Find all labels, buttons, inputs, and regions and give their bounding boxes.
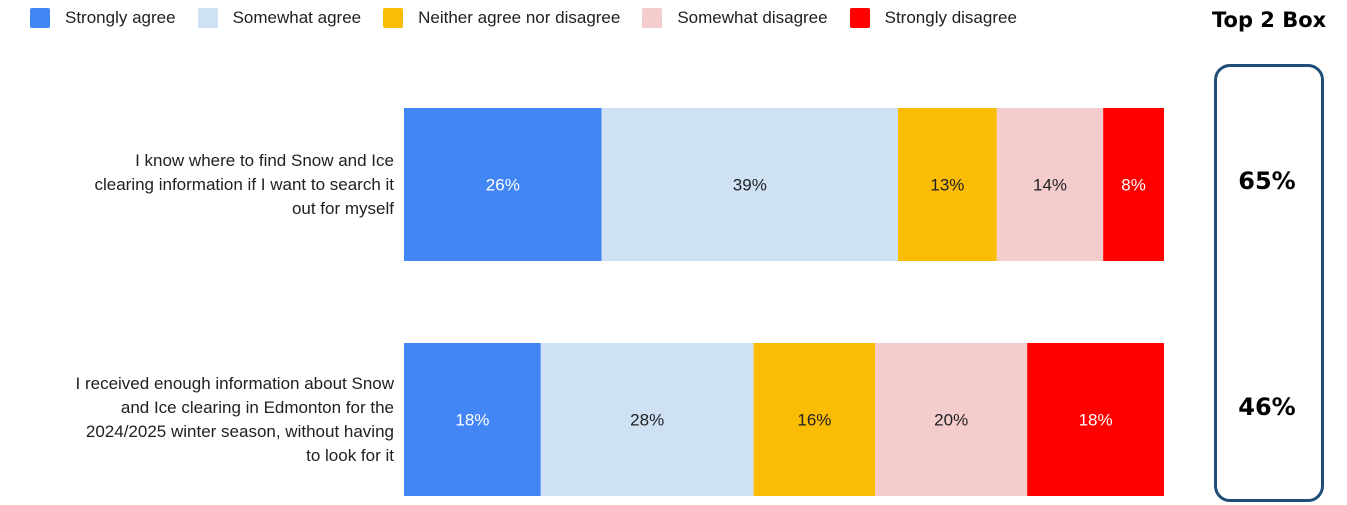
top2-box: 65% 46%	[1214, 64, 1324, 502]
legend-swatch	[849, 8, 870, 28]
legend-label: Somewhat disagree	[677, 8, 828, 27]
legend-label: Neither agree nor disagree	[418, 8, 621, 27]
legend-swatch	[197, 8, 218, 28]
top2-title: Top 2 Box	[1212, 8, 1327, 32]
category-label-line: I know where to find Snow and Ice	[135, 150, 394, 170]
bar-segment	[404, 343, 541, 496]
bar-segment	[753, 343, 876, 496]
legend-swatch	[383, 8, 404, 28]
bar-data-label: 28%	[630, 411, 664, 430]
category-label: I received enough information about Snow…	[76, 372, 394, 468]
legend-item: Strongly agree	[30, 8, 176, 28]
legend-item: Somewhat disagree	[642, 8, 828, 28]
bar-segment	[540, 343, 754, 496]
legend-item: Neither agree nor disagree	[383, 8, 620, 28]
legend-item: Somewhat agree	[197, 8, 362, 28]
legend-label: Strongly agree	[65, 8, 176, 27]
category-label-line: and Ice clearing in Edmonton for the	[120, 397, 394, 417]
bar-data-label: 39%	[733, 176, 767, 195]
bar-data-label: 20%	[934, 411, 968, 430]
bar-segment	[898, 108, 997, 261]
bar-data-label: 13%	[930, 176, 964, 195]
bar-data-label: 8%	[1121, 176, 1146, 195]
category-label-line: 2024/2025 winter season, without having	[85, 421, 394, 441]
legend-label: Somewhat agree	[232, 8, 362, 27]
bar-segment	[1103, 108, 1164, 261]
bar-data-label: 18%	[455, 411, 489, 430]
bar-segment	[875, 343, 1028, 496]
category-label: I know where to find Snow and Ice clearin…	[94, 149, 394, 221]
bar-segment	[1027, 343, 1164, 496]
bar-data-label: 16%	[797, 411, 831, 430]
legend-swatch	[642, 8, 663, 28]
legend-item: Strongly disagree	[849, 8, 1017, 28]
category-label-line: I received enough information about Snow	[75, 373, 394, 393]
legend-swatch	[30, 8, 50, 28]
bar-segment	[996, 108, 1104, 261]
category-label-line: clearing information if I want to search…	[94, 174, 394, 194]
bar-data-label: 26%	[486, 176, 520, 195]
top2-value-1: 65%	[1238, 167, 1296, 195]
legend-label: Strongly disagree	[884, 8, 1017, 27]
category-label-line: out for myself	[291, 198, 394, 218]
chart-legend: Strongly agree Somewhat agree Neither agre…	[30, 7, 1039, 29]
bar-data-label: 14%	[1033, 176, 1067, 195]
bar-segment	[404, 108, 602, 261]
bar-data-label: 18%	[1079, 411, 1113, 430]
category-label-line: to look for it	[306, 445, 394, 465]
bar-segment	[601, 108, 898, 261]
top2-value-2: 46%	[1238, 393, 1296, 421]
